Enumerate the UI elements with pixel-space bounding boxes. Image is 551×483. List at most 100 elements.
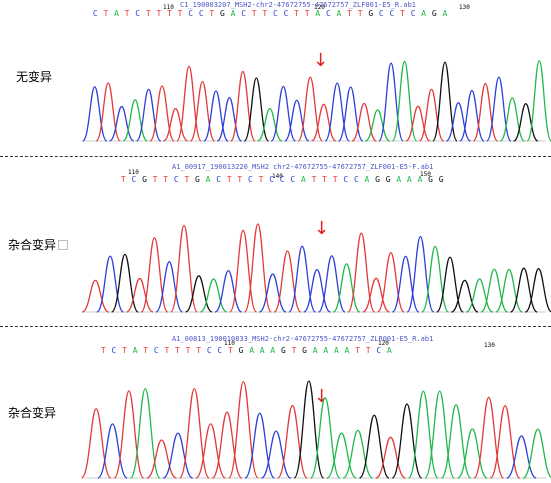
sequence-base: C: [272, 9, 278, 18]
sequence-base: C: [153, 346, 159, 355]
trace-peak: [317, 255, 346, 313]
trace-peak: [96, 255, 125, 313]
sequence-base: A: [344, 346, 350, 355]
sequence-base: G: [238, 346, 244, 355]
sequence-base: G: [195, 175, 200, 184]
panel-1: C1_190003207_MSH2-chr2-47672755-47672757…: [0, 0, 551, 155]
trace-peak: [342, 429, 373, 479]
sequence-base: C: [269, 175, 275, 184]
trace-peak: [189, 80, 216, 142]
sequence-base: G: [375, 175, 380, 184]
trace-peak: [303, 268, 331, 313]
sequence-base: T: [196, 346, 202, 355]
panel-2-label: 杂合变异: [8, 238, 57, 252]
trace-peak: [378, 62, 404, 142]
divider-2: [0, 326, 551, 327]
sequence-base: T: [258, 175, 264, 184]
trace-peak: [440, 404, 472, 479]
sequence-base: C: [279, 175, 285, 184]
trace-peak: [259, 273, 287, 313]
panel-1-chromatogram: [81, 60, 551, 142]
sequence-base: T: [237, 175, 243, 184]
sequence-base: T: [122, 346, 127, 355]
sequence-base: G: [280, 346, 286, 355]
sequence-base: A: [205, 175, 211, 184]
trace-peak: [211, 411, 243, 479]
sequence-base: T: [184, 175, 190, 184]
trace-peak: [203, 90, 229, 142]
sequence-base: G: [220, 9, 225, 18]
panel-2-chromatogram: [81, 223, 551, 313]
panel-2-pos-2: 140: [272, 173, 283, 180]
sequence-base: C: [135, 9, 141, 18]
sequence-base: T: [294, 9, 299, 18]
trace-peak: [113, 390, 145, 479]
trace-peak: [405, 105, 431, 142]
trace-peak: [509, 267, 538, 313]
panel-1-pos-1: 110: [163, 4, 174, 11]
trace-peak: [185, 275, 213, 313]
trace-peak: [499, 97, 526, 142]
trace-peak: [424, 390, 456, 479]
trace-peak: [178, 388, 210, 479]
panel-3-variant-arrow: ↓: [314, 386, 330, 407]
trace-peak: [216, 97, 243, 142]
sequence-base: C: [188, 9, 194, 18]
trace-peak: [351, 102, 377, 142]
trace-peak: [309, 397, 341, 479]
trace-peak: [407, 390, 439, 479]
trace-peak: [135, 88, 162, 142]
sequence-base: T: [228, 346, 233, 355]
trace-peak: [297, 76, 324, 142]
trace-peak: [432, 61, 458, 142]
trace-peak: [109, 105, 135, 142]
trace-peak: [311, 103, 337, 142]
panel-3-chromatogram: [80, 380, 551, 479]
sequence-base: A: [230, 9, 236, 18]
panel-2-pos-1: 110: [128, 169, 139, 176]
sequence-base: C: [343, 175, 349, 184]
sequence-base: T: [143, 346, 149, 355]
sequence-base: C: [353, 175, 359, 184]
panel-1-label: 无变异: [16, 70, 53, 84]
sequence-base: A: [386, 346, 392, 355]
trace-peak: [465, 278, 494, 313]
panel-3: A1_00813_190010833_MSH2-chr2-47672755-47…: [0, 328, 551, 483]
sequence-base: T: [209, 9, 215, 18]
trace-peak: [473, 396, 505, 479]
panel-3-label: 杂合变异: [8, 406, 57, 420]
trace-peak: [365, 109, 391, 142]
trace-peak: [163, 107, 189, 142]
panel-1-pos-3: 130: [459, 4, 470, 11]
sequence-base: A: [417, 175, 423, 184]
panel-3-pos-3: 130: [484, 342, 495, 349]
trace-peak: [170, 224, 198, 313]
trace-peak: [495, 268, 523, 313]
trace-peak: [199, 278, 228, 313]
trace-peak: [176, 65, 202, 142]
trace-peak: [81, 279, 109, 313]
sequence-base: A: [364, 175, 370, 184]
trace-peak: [362, 277, 390, 313]
sequence-base: T: [291, 346, 297, 355]
sequence-base: A: [259, 346, 265, 355]
trace-peak: [421, 245, 450, 313]
sequence-base: A: [315, 9, 321, 18]
panel-1-variant-arrow: ↓: [313, 50, 329, 71]
trace-peak: [326, 432, 357, 479]
sequence-base: C: [206, 346, 212, 355]
trace-peak: [522, 428, 551, 479]
trace-peak: [391, 403, 423, 479]
sequence-base: T: [164, 346, 170, 355]
trace-peak: [347, 232, 376, 313]
trace-peak: [140, 237, 169, 313]
sequence-base: T: [311, 175, 317, 184]
panel-3-pos-2: 120: [378, 340, 389, 347]
trace-peak: [146, 439, 177, 479]
sequence-base: T: [124, 9, 130, 18]
trace-peak: [277, 404, 308, 479]
sequence-base: A: [442, 9, 448, 18]
sequence-base: G: [368, 9, 374, 18]
trace-peak: [229, 229, 258, 313]
